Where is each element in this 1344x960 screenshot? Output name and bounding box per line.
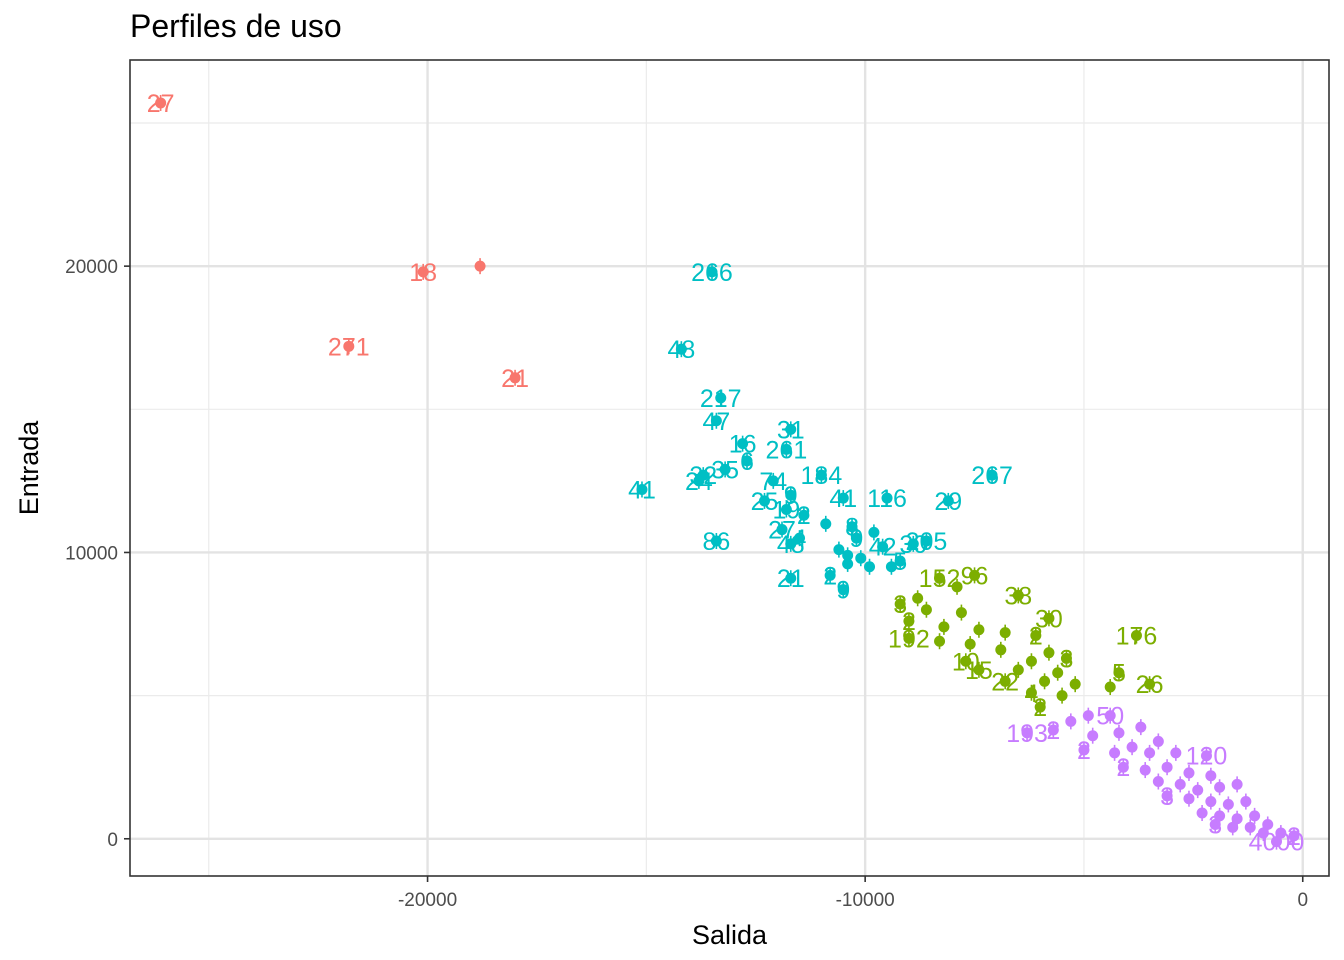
data-label: 42 [869,534,897,562]
data-label: 152 [919,565,961,593]
data-label: 3 [1208,811,1222,839]
data-label: 41 [829,485,857,513]
chart-title: Perfiles de uso [130,8,342,44]
data-label: 38 [1004,582,1032,610]
data-label: 48 [667,336,695,364]
data-label: 266 [691,259,733,287]
data-label: 6 [740,448,754,476]
data-label: 2 [823,562,837,590]
data-label: 26 [1136,671,1164,699]
data-label: 16 [729,431,757,459]
y-tick-label: 0 [107,830,118,851]
data-label: 22 [991,668,1019,696]
data-label: 2 [1046,717,1060,745]
axes: -20000 -10000 0 0 10000 20000 [65,257,1308,911]
x-tick-label: -10000 [836,890,895,911]
x-tick-label: 0 [1297,890,1308,911]
data-label: 192 [888,625,930,653]
plot-panel [129,59,1330,877]
data-label: 15 [965,657,993,685]
data-label: 21 [501,365,529,393]
data-label: 18 [409,259,437,287]
data-label: 74 [759,468,787,496]
data-label: 3 [893,591,907,619]
data-label: 2 [1033,694,1047,722]
data-label: 4 [793,525,807,553]
data-label: 217 [700,385,742,413]
data-label: 27 [147,90,175,118]
data-label: 86 [702,528,730,556]
data-label: 184 [801,462,843,490]
data-label: 35 [711,456,739,484]
data-label: 9 [784,482,798,510]
data-label: 4000 [1249,829,1305,857]
data-label: 21 [777,565,805,593]
y-tick-label: 10000 [65,543,118,564]
data-label: 176 [1116,622,1158,650]
data-label: 2 [797,502,811,530]
data-label: 193 [1006,720,1048,748]
data-label: 30 [1035,605,1063,633]
data-label: 50 [1096,703,1124,731]
data-label: 48 [777,531,805,559]
data-label: 120 [1186,743,1228,771]
grid-lines [130,60,1329,876]
data-points [155,94,1300,850]
data-label: 32 [689,462,717,490]
data-label: 5 [893,548,907,576]
data-label: 30 [899,531,927,559]
data-label: 29 [934,488,962,516]
data-label: 3 [1059,645,1073,673]
data-label: 24 [685,468,713,496]
data-label: 5 [1112,660,1126,688]
data-label: 2 [1029,622,1043,650]
data-label: 3 [1160,783,1174,811]
data-label: 116 [867,485,907,513]
data-label: 10 [952,648,980,676]
y-tick-label: 20000 [65,257,118,278]
data-label: 2 [902,608,916,636]
data-label: 2 [1077,737,1091,765]
data-label: 2 [1287,823,1301,851]
data-label: 261 [766,436,808,464]
data-label: 41 [628,476,656,504]
data-label: 205 [906,528,948,556]
data-label: 4 [1024,680,1038,708]
data-label: 96 [961,562,989,590]
data-label: 267 [971,462,1013,490]
data-label: 27 [768,517,796,545]
data-label: 19 [772,497,800,525]
x-axis-title: Salida [692,920,768,950]
data-label: 9 [836,577,850,605]
data-label: 2 [1116,754,1130,782]
data-label: 47 [702,408,730,436]
data-label: 9 [849,525,863,553]
data-label: 31 [777,416,805,444]
x-tick-label: -20000 [398,890,457,911]
data-label: 8 [845,514,859,542]
data-label: 25 [751,488,779,516]
data-label: 271 [328,333,370,361]
y-axis-title: Entrada [14,420,44,516]
